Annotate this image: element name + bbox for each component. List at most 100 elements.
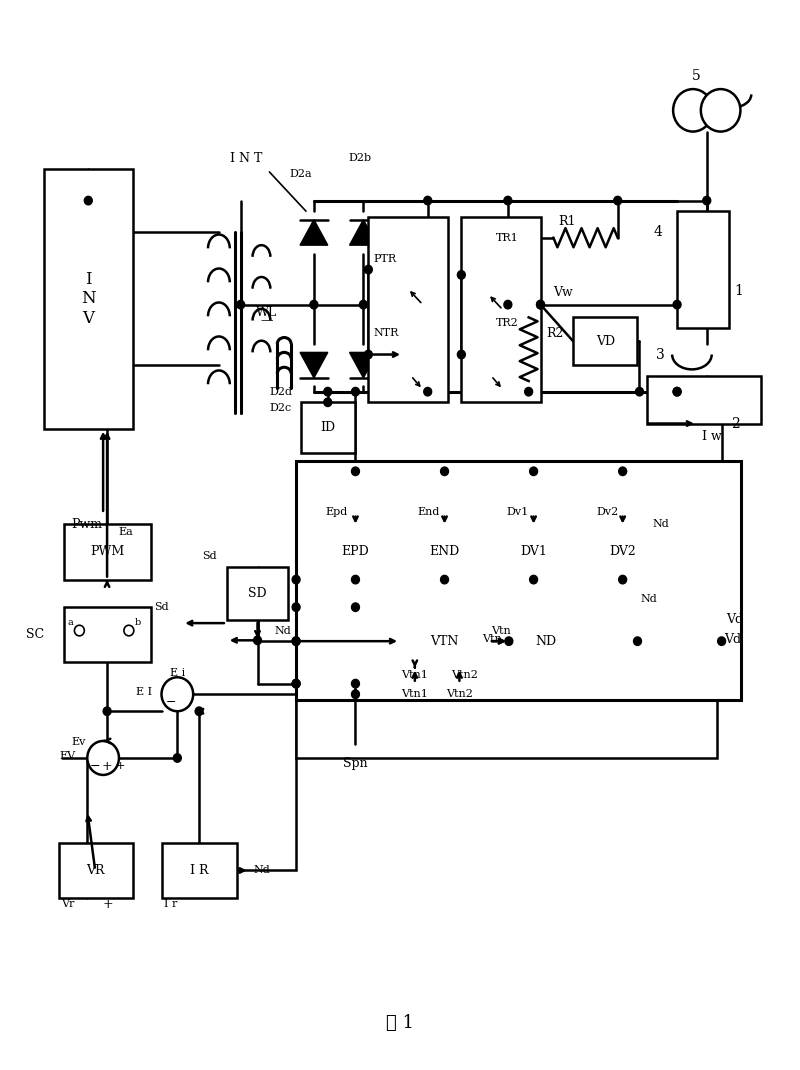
- Bar: [63, 524, 150, 580]
- Text: Ev: Ev: [71, 737, 86, 747]
- Circle shape: [530, 576, 538, 584]
- Text: Vtn1: Vtn1: [402, 670, 428, 681]
- Text: a: a: [68, 617, 74, 627]
- Circle shape: [458, 350, 466, 358]
- Text: +: +: [116, 762, 126, 771]
- Circle shape: [351, 603, 359, 611]
- Text: I w: I w: [702, 430, 722, 443]
- Text: TR1: TR1: [496, 233, 518, 243]
- Text: VTN: VTN: [430, 635, 458, 647]
- Text: Vtn: Vtn: [491, 626, 510, 636]
- Text: D2d: D2d: [270, 386, 292, 397]
- Text: DV1: DV1: [520, 546, 547, 559]
- Circle shape: [424, 196, 432, 204]
- Circle shape: [351, 387, 359, 396]
- Text: EV: EV: [59, 751, 75, 761]
- Text: DV2: DV2: [610, 546, 636, 559]
- Circle shape: [703, 196, 710, 204]
- Circle shape: [441, 467, 449, 475]
- Text: −: −: [166, 697, 177, 709]
- Circle shape: [292, 637, 300, 645]
- Circle shape: [351, 576, 359, 584]
- Text: I
N
V: I N V: [81, 271, 95, 326]
- Text: R2: R2: [546, 326, 564, 340]
- Text: Ea: Ea: [118, 526, 133, 537]
- Circle shape: [673, 301, 681, 309]
- Text: Epd: Epd: [326, 506, 348, 517]
- Polygon shape: [350, 219, 378, 245]
- Circle shape: [364, 265, 372, 274]
- Text: Pwm: Pwm: [71, 518, 102, 531]
- Text: 图 1: 图 1: [386, 1014, 414, 1033]
- Bar: [677, 211, 729, 328]
- Text: SD: SD: [248, 586, 267, 600]
- Circle shape: [618, 576, 626, 584]
- Circle shape: [525, 387, 533, 396]
- Bar: [509, 614, 583, 668]
- Text: VD: VD: [596, 335, 615, 348]
- Text: ID: ID: [321, 422, 336, 434]
- Text: +: +: [102, 898, 114, 911]
- Text: Vtn: Vtn: [482, 635, 502, 644]
- Text: Nd: Nd: [641, 594, 658, 603]
- Text: −: −: [90, 760, 101, 773]
- Bar: [58, 843, 133, 898]
- Bar: [368, 216, 447, 402]
- Circle shape: [673, 387, 681, 396]
- Circle shape: [74, 625, 84, 636]
- Text: Sd: Sd: [202, 551, 217, 562]
- Circle shape: [359, 301, 367, 309]
- Text: Vw: Vw: [554, 287, 573, 300]
- Circle shape: [84, 196, 92, 204]
- Text: END: END: [430, 546, 460, 559]
- Text: PWM: PWM: [90, 546, 124, 559]
- Text: Dv2: Dv2: [596, 506, 618, 517]
- Text: Nd: Nd: [254, 866, 270, 875]
- Circle shape: [87, 740, 119, 775]
- Circle shape: [310, 301, 318, 309]
- Circle shape: [364, 350, 372, 358]
- Circle shape: [162, 677, 193, 712]
- Circle shape: [537, 301, 545, 309]
- Circle shape: [124, 625, 134, 636]
- Text: 2: 2: [731, 416, 740, 430]
- Text: End: End: [418, 506, 440, 517]
- Polygon shape: [300, 352, 328, 378]
- Polygon shape: [350, 352, 378, 378]
- Text: I r: I r: [165, 900, 178, 910]
- Circle shape: [351, 467, 359, 475]
- Circle shape: [614, 196, 622, 204]
- Bar: [296, 461, 742, 700]
- Bar: [321, 524, 390, 580]
- Circle shape: [174, 753, 182, 762]
- Bar: [410, 524, 479, 580]
- Text: ND: ND: [535, 635, 557, 647]
- Bar: [400, 614, 489, 668]
- Text: EPD: EPD: [342, 546, 370, 559]
- Circle shape: [673, 387, 681, 396]
- Text: D2a: D2a: [289, 169, 312, 179]
- Bar: [499, 524, 568, 580]
- Text: Sd: Sd: [154, 602, 170, 612]
- Circle shape: [634, 637, 642, 645]
- Circle shape: [504, 301, 512, 309]
- Circle shape: [718, 637, 726, 645]
- Text: Spn: Spn: [343, 756, 368, 769]
- Polygon shape: [300, 219, 328, 245]
- Circle shape: [292, 679, 300, 688]
- Text: 4: 4: [654, 226, 662, 240]
- Circle shape: [537, 301, 545, 309]
- Text: SC: SC: [26, 628, 44, 641]
- Bar: [588, 524, 658, 580]
- Text: E i: E i: [170, 668, 185, 678]
- Bar: [647, 376, 761, 424]
- Text: +: +: [102, 760, 112, 773]
- Text: NTR: NTR: [374, 328, 398, 338]
- Circle shape: [618, 467, 626, 475]
- Bar: [462, 216, 541, 402]
- Text: VR: VR: [86, 863, 105, 877]
- Circle shape: [504, 196, 512, 204]
- Circle shape: [530, 467, 538, 475]
- Text: Nd: Nd: [652, 519, 669, 530]
- Text: 1: 1: [734, 284, 743, 297]
